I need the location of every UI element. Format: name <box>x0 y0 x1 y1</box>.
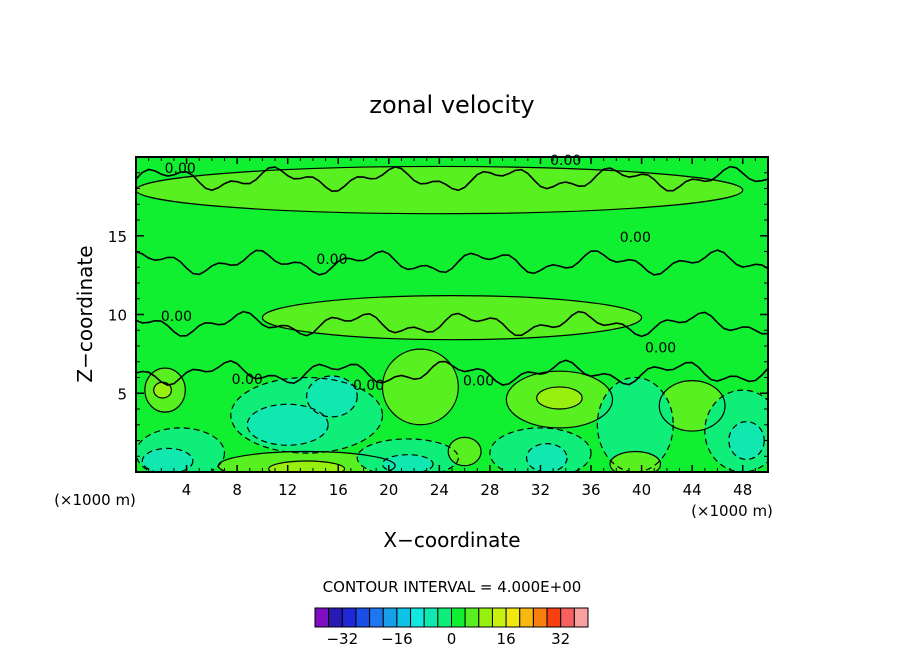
y-axis-label: Z−coordinate <box>73 245 97 382</box>
zero-contour-line <box>136 359 768 387</box>
contour-region <box>262 295 642 340</box>
y-axis-ticks: 5 10 15 <box>108 172 768 457</box>
contour-label: 0.00 <box>463 373 494 389</box>
colorbar <box>314 607 589 628</box>
x-tick-label: 32 <box>531 481 550 499</box>
colorbar-swatch <box>423 607 439 628</box>
contour-region <box>597 377 674 472</box>
colorbar-tick-label: 32 <box>551 630 570 648</box>
contour-line <box>658 380 726 432</box>
contour-region <box>247 404 329 446</box>
contour-lines <box>136 165 768 472</box>
colorbar-tick-label: 0 <box>447 630 457 648</box>
contour-region <box>382 349 459 425</box>
contour-line <box>525 443 568 472</box>
colorbar-swatch <box>382 607 398 628</box>
contour-region <box>448 437 482 466</box>
x-tick-label: 40 <box>632 481 651 499</box>
contour-region <box>610 451 661 472</box>
contour-region <box>142 448 193 472</box>
contour-label: 0.00 <box>353 378 384 394</box>
contour-line <box>447 436 482 467</box>
chart-title: zonal velocity <box>369 91 534 119</box>
contour-line <box>356 438 459 472</box>
x-axis-ticks: 4 8 12 16 20 24 28 32 36 40 44 48 <box>148 157 756 499</box>
x-tick-label: 28 <box>480 481 499 499</box>
contour-line <box>536 386 583 410</box>
colorbar-swatch <box>341 607 357 628</box>
x-axis-label: X−coordinate <box>383 528 520 552</box>
x-tick-label: 20 <box>379 481 398 499</box>
contour-region <box>306 375 358 417</box>
colorbar-swatch <box>505 607 521 628</box>
contour-label: 0.00 <box>165 161 196 177</box>
contour-line <box>505 370 614 429</box>
colorbar-swatch <box>369 607 384 628</box>
contour-line <box>381 348 459 426</box>
contour-line <box>306 375 358 418</box>
colorbar-swatch <box>328 607 343 628</box>
contour-line <box>489 427 592 472</box>
contour-region <box>536 386 583 409</box>
colorbar-tick-label: −32 <box>326 630 358 648</box>
contour-region <box>526 443 568 472</box>
contour-label: 0.00 <box>645 340 676 356</box>
contour-line <box>144 367 186 413</box>
contour-line <box>136 165 744 215</box>
x-tick-label: 24 <box>430 481 449 499</box>
colorbar-swatch <box>410 607 425 628</box>
colorbar-swatch <box>546 607 562 628</box>
y-tick-label: 5 <box>117 385 127 403</box>
contour-line <box>230 376 384 454</box>
contour-line <box>136 427 226 472</box>
contour-line <box>246 403 329 446</box>
colorbar-swatch <box>478 607 493 628</box>
contour-label: 0.00 <box>316 252 347 268</box>
colorbar-tick-label: −16 <box>381 630 413 648</box>
contour-region <box>382 454 434 472</box>
contour-line <box>268 460 346 472</box>
colorbar-swatch <box>396 607 412 628</box>
x-tick-label: 12 <box>278 481 297 499</box>
plot-area <box>136 157 768 472</box>
colorbar-swatch <box>437 607 453 628</box>
colorbar-swatch <box>491 607 507 628</box>
colorbar-swatch <box>355 607 371 628</box>
colorbar-swatch <box>464 607 480 628</box>
colorbar-tick-label: 16 <box>497 630 516 648</box>
zero-contour-line <box>136 165 768 193</box>
contour-label: 0.00 <box>232 372 263 388</box>
contour-line <box>141 447 194 472</box>
colorbar-swatch <box>573 607 589 628</box>
colorbar-swatch <box>532 607 548 628</box>
colorbar-ticks: −32 −16 0 16 32 <box>326 630 570 648</box>
contour-interval-text: CONTOUR INTERVAL = 4.000E+00 <box>323 578 582 596</box>
contour-line <box>596 376 674 472</box>
contour-region <box>728 421 765 460</box>
colorbar-swatch <box>519 607 534 628</box>
x-unit-label-left: (×1000 m) <box>54 491 136 509</box>
colorbar-swatch <box>560 607 575 628</box>
x-tick-label: 8 <box>232 481 242 499</box>
x-tick-label: 44 <box>683 481 702 499</box>
y-tick-label: 10 <box>108 307 127 325</box>
contour-region <box>136 166 743 214</box>
colorbar-swatch <box>451 607 466 628</box>
contour-line <box>381 454 434 472</box>
contour-line <box>261 295 643 341</box>
contour-label: 0.00 <box>620 230 651 246</box>
contour-region <box>153 382 172 398</box>
y-tick-label: 15 <box>108 228 127 246</box>
x-tick-label: 36 <box>581 481 600 499</box>
contour-line <box>609 450 662 472</box>
zero-contour-line <box>136 249 768 276</box>
x-tick-label: 16 <box>329 481 348 499</box>
x-unit-label-right: (×1000 m) <box>691 502 773 520</box>
contour-label: 0.00 <box>161 309 192 325</box>
x-tick-label: 48 <box>733 481 752 499</box>
zero-contour-line <box>136 310 768 338</box>
x-tick-label: 4 <box>182 481 192 499</box>
colorbar-swatch <box>314 607 330 628</box>
